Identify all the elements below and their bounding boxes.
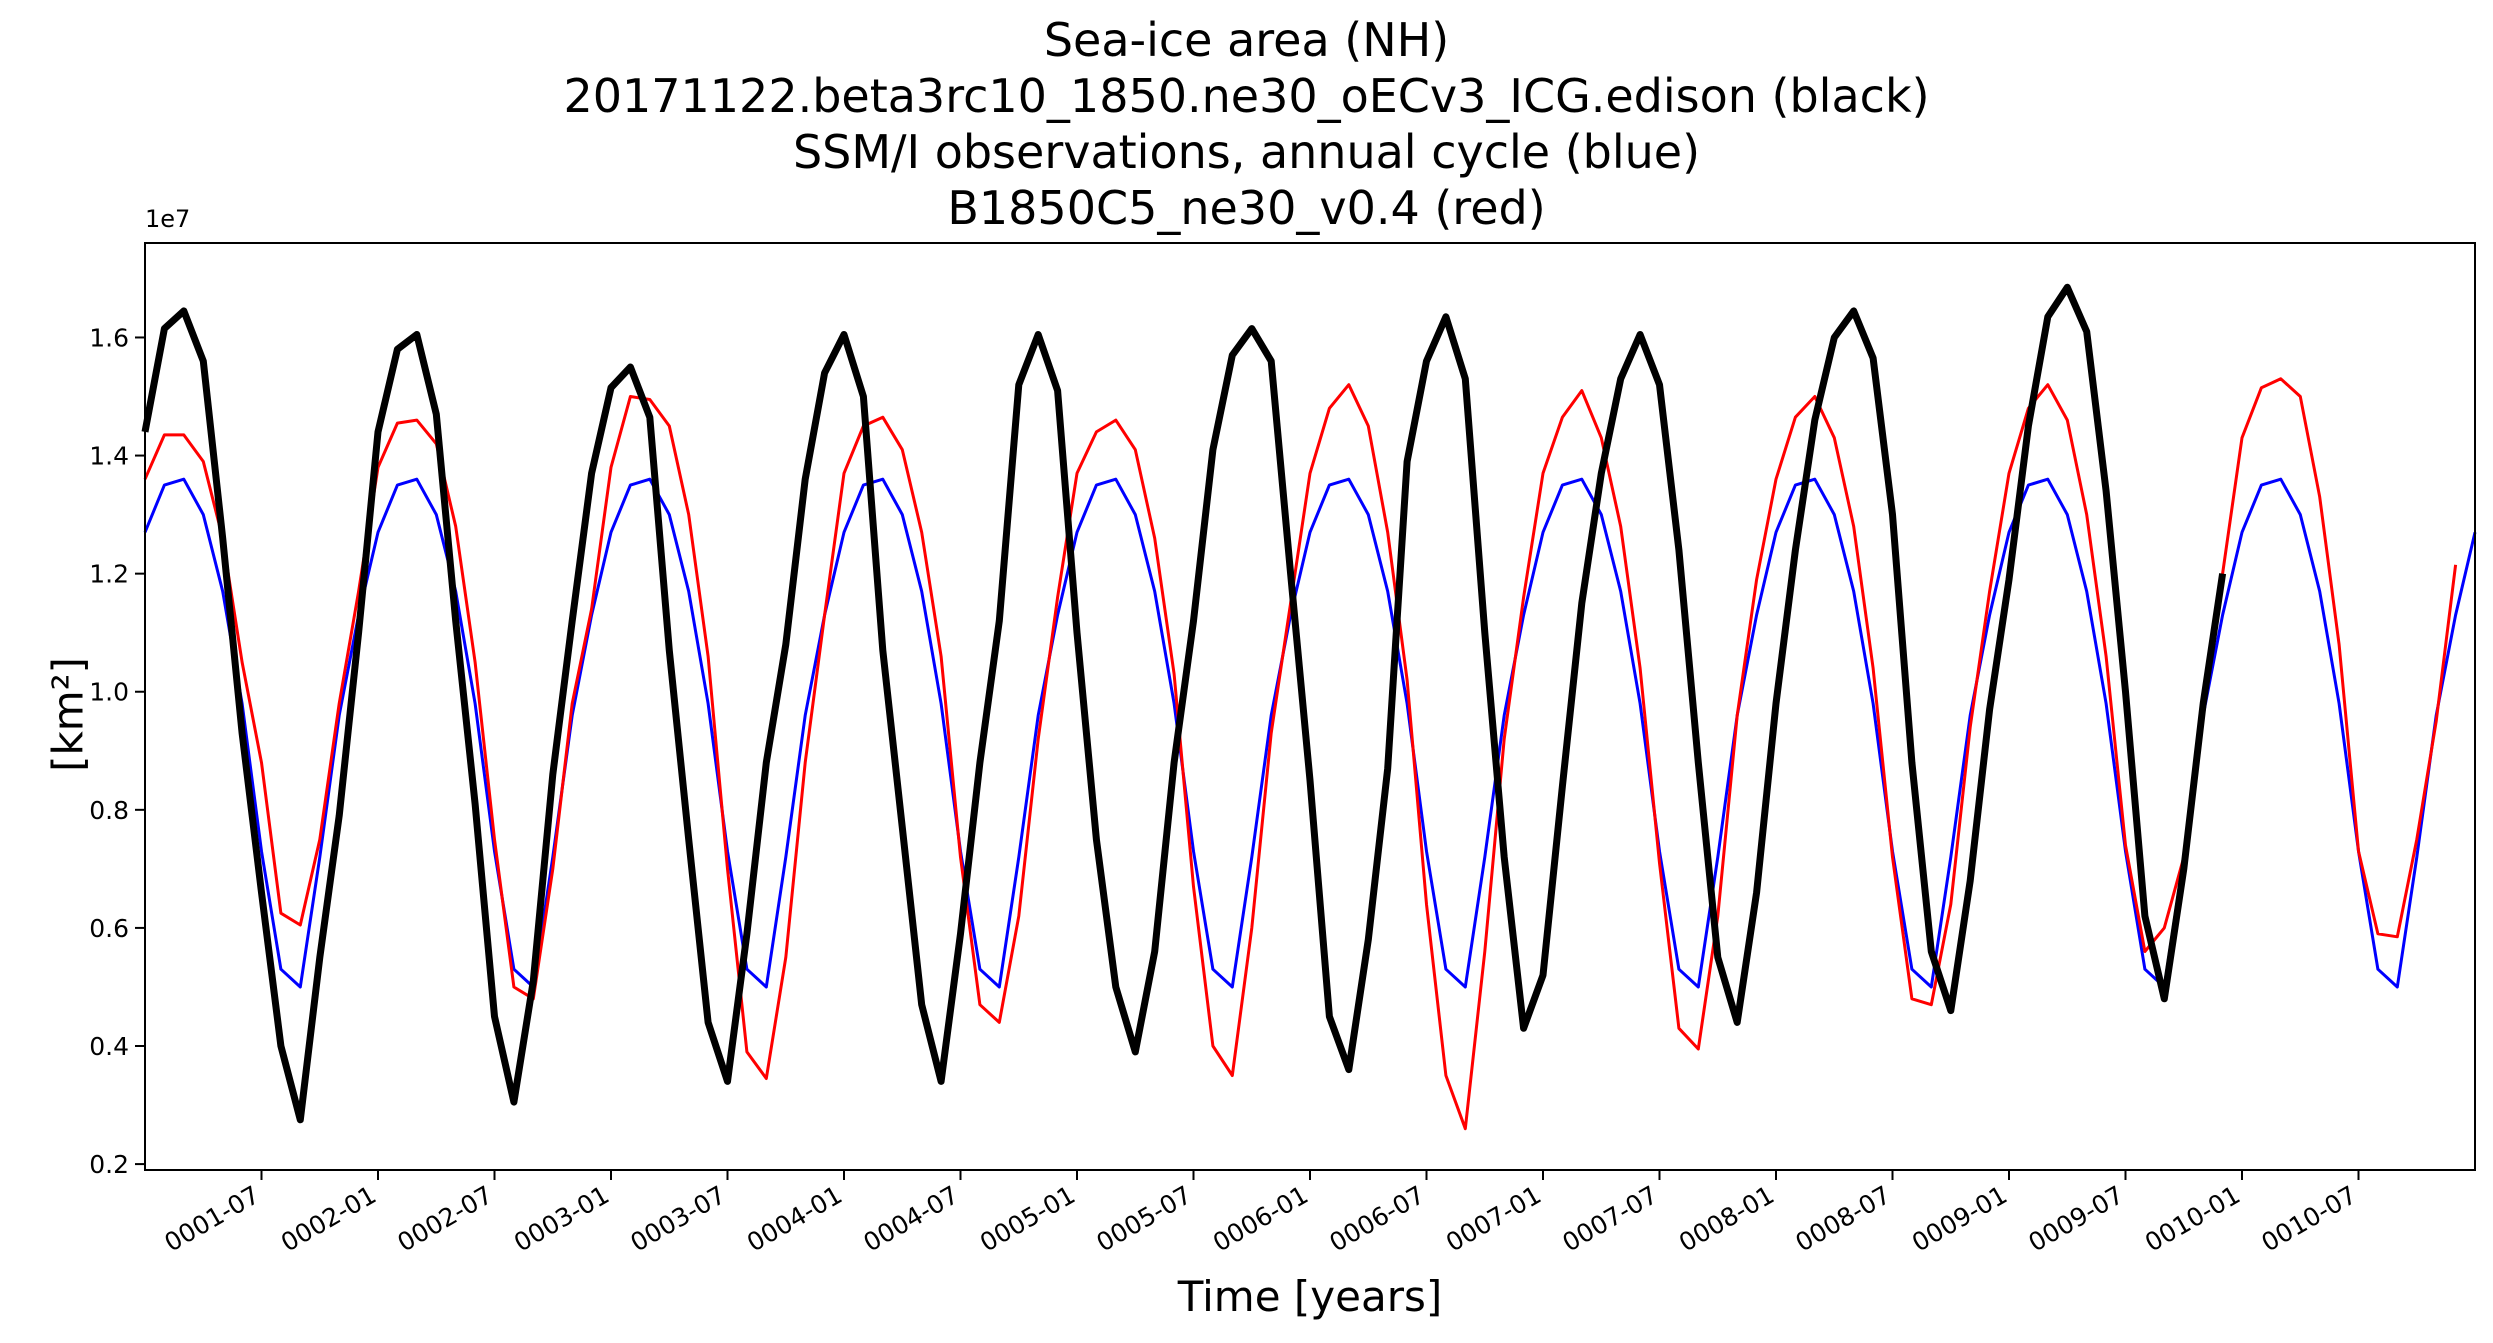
- chart-title-line-1: Sea-ice area (NH): [1043, 13, 1450, 67]
- x-tick-label: 0009-07: [2024, 1180, 2129, 1257]
- y-tick-label: 1.0: [89, 678, 129, 707]
- series-layer: [141, 283, 2477, 1131]
- x-tick-label: 0005-07: [1092, 1180, 1197, 1257]
- y-tick-label: 0.2: [89, 1150, 129, 1179]
- x-tick-label: 0007-01: [1441, 1180, 1546, 1257]
- plot-frame: [144, 242, 2476, 1171]
- x-tick-label: 0009-01: [1907, 1180, 2012, 1257]
- y-tick-label: 1.2: [89, 560, 129, 589]
- x-tick-label: 0010-07: [2257, 1180, 2362, 1257]
- chart-title-line-3: SSM/I observations, annual cycle (blue): [792, 125, 1701, 179]
- series-line-blue-observations: [143, 477, 2477, 989]
- series-line-black-model: [141, 283, 2227, 1124]
- y-tick-label: 1.4: [89, 442, 129, 471]
- x-tick-label: 0006-01: [1208, 1180, 1313, 1257]
- y-offset-text: 1e7: [145, 205, 191, 233]
- x-tick-label: 0008-07: [1791, 1180, 1896, 1257]
- x-axis-label: Time [years]: [1177, 1272, 1443, 1321]
- y-tick-label: 1.6: [89, 323, 129, 352]
- y-tick-label: 0.4: [89, 1032, 129, 1061]
- y-tick-label: 0.6: [89, 914, 129, 943]
- chart-title-line-2: 20171122.beta3rc10_1850.ne30_oECv3_ICG.e…: [563, 69, 1930, 123]
- x-tick-label: 0008-01: [1674, 1180, 1779, 1257]
- x-tick-label: 0010-01: [2140, 1180, 2245, 1257]
- y-axis-label: [km²]: [43, 657, 93, 772]
- x-tick-label: 0004-01: [742, 1180, 847, 1257]
- x-tick-label: 0006-07: [1325, 1180, 1430, 1257]
- y-tick-label: 0.8: [89, 796, 129, 825]
- x-tick-label: 0004-07: [859, 1180, 964, 1257]
- x-tick-label: 0002-07: [393, 1180, 498, 1257]
- x-tick-label: 0002-01: [276, 1180, 381, 1257]
- x-tick-label: 0003-07: [626, 1180, 731, 1257]
- x-tick-label: 0007-07: [1558, 1180, 1663, 1257]
- x-tick-label: 0001-07: [160, 1180, 265, 1257]
- x-tick-label: 0003-01: [509, 1180, 614, 1257]
- x-tick-label: 0005-01: [975, 1180, 1080, 1257]
- chart-title-line-4: B1850C5_ne30_v0.4 (red): [947, 181, 1546, 235]
